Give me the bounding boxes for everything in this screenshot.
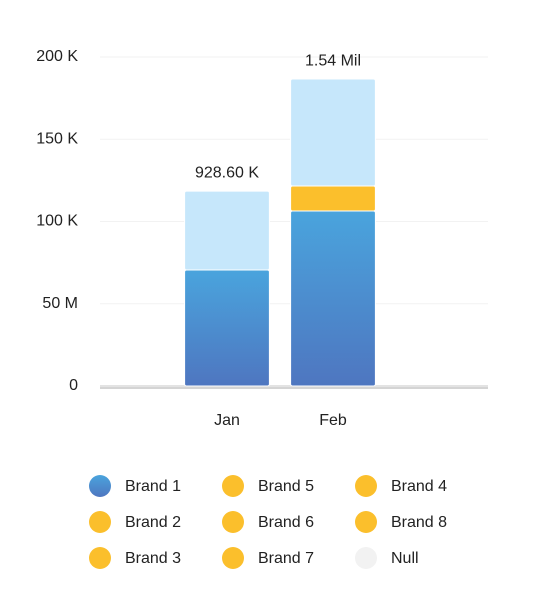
- legend-swatch[interactable]: [222, 547, 244, 569]
- legend-swatch[interactable]: [89, 547, 111, 569]
- legend-label[interactable]: Brand 5: [258, 478, 314, 495]
- legend-label[interactable]: Brand 7: [258, 550, 314, 567]
- legend-label[interactable]: Brand 3: [125, 550, 181, 567]
- y-tick-label: 100 K: [36, 213, 78, 230]
- legend-swatch[interactable]: [89, 511, 111, 533]
- bar-segment: [290, 185, 376, 212]
- legend-swatch[interactable]: [222, 511, 244, 533]
- y-tick-label: 150 K: [36, 130, 78, 147]
- y-tick-label: 50 M: [42, 295, 78, 312]
- legend-swatch[interactable]: [355, 547, 377, 569]
- legend-swatch[interactable]: [89, 475, 111, 497]
- legend-swatch[interactable]: [355, 511, 377, 533]
- bar-segment: [290, 78, 376, 187]
- legend-label[interactable]: Brand 2: [125, 514, 181, 531]
- y-tick-label: 0: [69, 377, 78, 394]
- y-tick-label: 200 K: [36, 48, 78, 65]
- bar-segment: [290, 210, 376, 387]
- legend-swatch[interactable]: [355, 475, 377, 497]
- legend-label[interactable]: Brand 4: [391, 478, 447, 495]
- legend-label[interactable]: Brand 8: [391, 514, 447, 531]
- legend-label[interactable]: Null: [391, 550, 419, 567]
- legend-label[interactable]: Brand 1: [125, 478, 181, 495]
- x-tick-label: Feb: [319, 412, 347, 429]
- total-label: 928.60 K: [195, 164, 259, 181]
- x-tick-label: Jan: [214, 412, 240, 429]
- legend-label[interactable]: Brand 6: [258, 514, 314, 531]
- bar-segment: [184, 269, 270, 387]
- legend-swatch[interactable]: [222, 475, 244, 497]
- bar-segment: [184, 190, 270, 271]
- total-label: 1.54 Mil: [305, 52, 361, 69]
